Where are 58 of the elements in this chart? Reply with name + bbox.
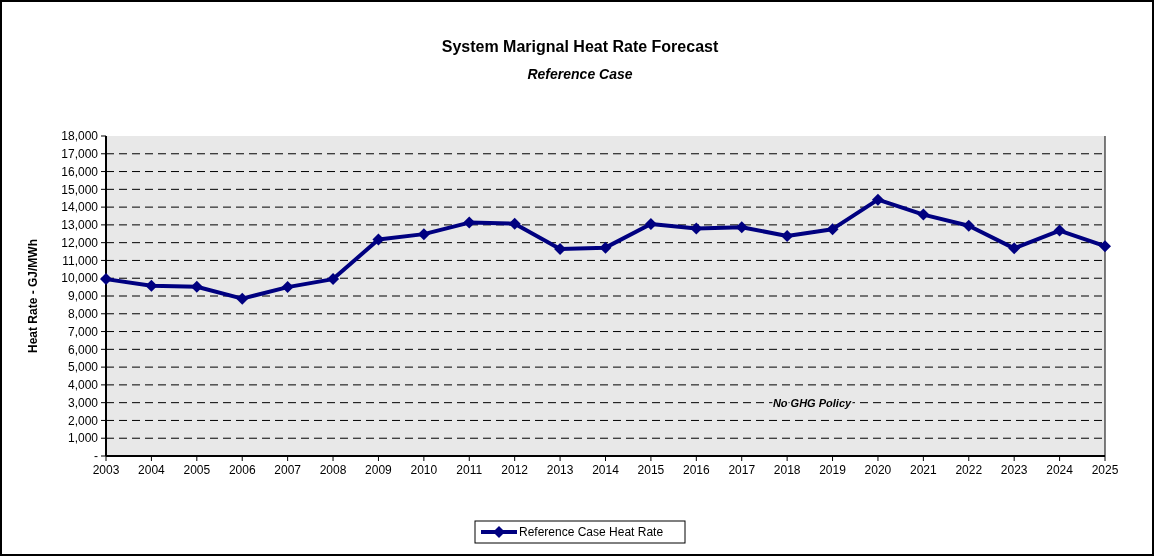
y-tick-label: 7,000 bbox=[67, 324, 99, 339]
x-tick-label: 2005 bbox=[183, 463, 211, 477]
y-tick-label: 1,000 bbox=[67, 431, 99, 446]
y-tick-label: 9,000 bbox=[67, 289, 99, 304]
x-tick-label: 2020 bbox=[864, 463, 892, 477]
y-tick-label: - bbox=[94, 449, 98, 464]
x-tick-label: 2004 bbox=[138, 463, 166, 477]
y-tick-label: 13,000 bbox=[61, 218, 99, 233]
legend-label: Reference Case Heat Rate bbox=[519, 525, 664, 540]
y-tick-label: 8,000 bbox=[67, 306, 99, 321]
point bbox=[281, 281, 294, 294]
y-tick-label: 18,000 bbox=[61, 129, 99, 144]
x-tick-label: 2013 bbox=[546, 463, 574, 477]
y-tick-label: 2,000 bbox=[67, 413, 99, 428]
x-tick-label: 2012 bbox=[501, 463, 529, 477]
y-tick-label: 10,000 bbox=[61, 271, 99, 286]
x-tick-label: 2010 bbox=[410, 463, 438, 477]
x-tick-label: 2007 bbox=[274, 463, 302, 477]
point bbox=[644, 218, 657, 230]
point bbox=[1008, 242, 1021, 255]
point bbox=[1053, 224, 1066, 237]
y-tick-label: 16,000 bbox=[61, 164, 99, 179]
x-tick-label: 2003 bbox=[92, 463, 120, 477]
y-axis-title: Heat Rate - GJ/MWh bbox=[26, 238, 40, 354]
x-tick-label: 2014 bbox=[592, 463, 620, 477]
chart-title: System Marignal Heat Rate Forecast bbox=[441, 38, 719, 55]
y-tick-label: 4,000 bbox=[67, 378, 99, 393]
y-tick-label: 5,000 bbox=[67, 360, 99, 375]
x-tick-label: 2016 bbox=[682, 463, 710, 477]
x-tick-label: 2022 bbox=[955, 463, 983, 477]
x-tick-label: 2015 bbox=[637, 463, 665, 477]
x-tick-label: 2019 bbox=[819, 463, 847, 477]
y-tick-label: 6,000 bbox=[67, 342, 99, 357]
x-tick-label: 2024 bbox=[1046, 463, 1074, 477]
point bbox=[372, 233, 385, 246]
y-tick-label: 12,000 bbox=[61, 235, 99, 250]
point bbox=[100, 273, 112, 286]
y-tick-label: 17,000 bbox=[61, 146, 99, 161]
point bbox=[917, 208, 930, 221]
y-tick-label: 14,000 bbox=[61, 200, 99, 215]
x-tick-label: 2011 bbox=[456, 463, 483, 477]
y-tick-label: 11,000 bbox=[62, 253, 99, 268]
y-tick-label: 3,000 bbox=[67, 395, 99, 410]
point bbox=[236, 292, 249, 305]
point bbox=[1099, 240, 1111, 253]
x-tick-label: 2006 bbox=[228, 463, 256, 477]
x-tick-label: 2008 bbox=[319, 463, 347, 477]
point bbox=[871, 193, 884, 206]
point bbox=[962, 219, 975, 232]
x-tick-label: 2021 bbox=[910, 463, 938, 477]
y-tick-label: 15,000 bbox=[61, 182, 99, 197]
x-tick-label: 2025 bbox=[1091, 463, 1119, 477]
chart-subtitle: Reference Case bbox=[527, 66, 633, 82]
x-tick-label: 2017 bbox=[728, 463, 756, 477]
x-tick-label: 2023 bbox=[1000, 463, 1028, 477]
point bbox=[327, 273, 340, 286]
x-tick-label: 2009 bbox=[365, 463, 393, 477]
x-tick-label: 2018 bbox=[773, 463, 801, 477]
